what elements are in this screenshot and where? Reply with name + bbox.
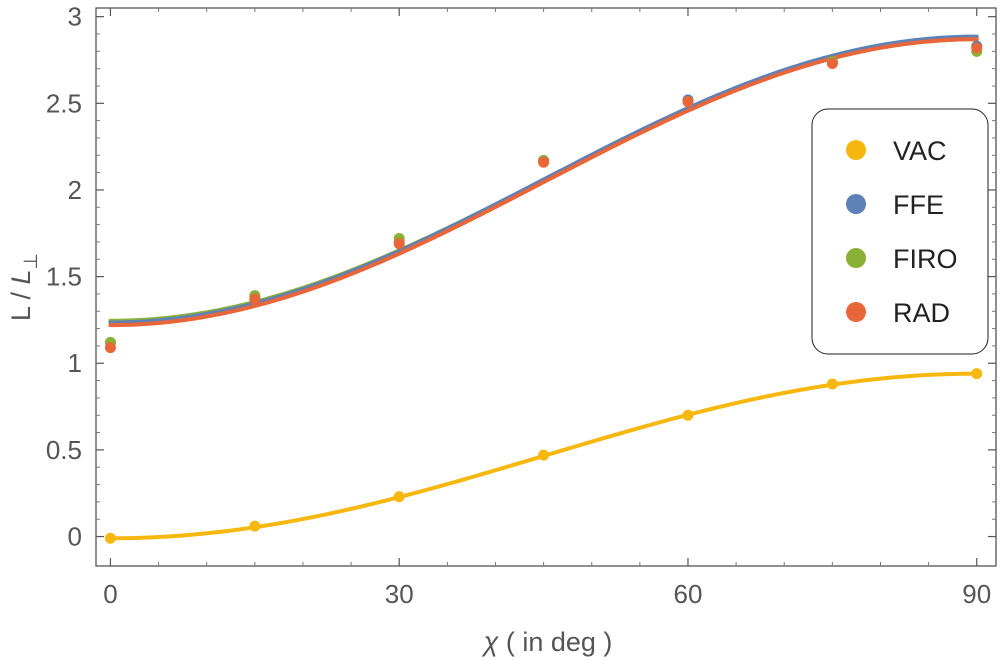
x-axis-symbol: χ	[482, 627, 500, 657]
point-rad	[826, 57, 838, 69]
legend-label-vac: VAC	[893, 136, 947, 166]
plot-frame	[95, 7, 997, 567]
data-points	[104, 40, 983, 544]
y-axis-title: L / L⊥	[6, 253, 42, 321]
x-tick-label: 60	[674, 579, 703, 609]
legend-marker-firo	[846, 248, 866, 268]
x-axis-title: χ ( in deg )	[482, 627, 613, 657]
legend-marker-vac	[846, 140, 866, 160]
legend: VAC FFE FIRO RAD	[811, 108, 989, 355]
legend-box	[811, 108, 989, 355]
x-tick-label: 30	[385, 579, 414, 609]
x-tick-label: 0	[103, 579, 117, 609]
point-rad	[249, 293, 261, 305]
point-rad	[971, 42, 983, 54]
y-axis-ticks: 0 0.5 1 1.5 2 2.5 3	[46, 2, 996, 552]
point-rad	[538, 156, 550, 168]
point-rad	[682, 96, 694, 108]
point-rad	[393, 238, 405, 250]
point-vac	[538, 449, 550, 461]
point-vac	[393, 491, 405, 503]
y-tick-label: 0	[68, 522, 82, 552]
y-axis-symbol: L	[6, 270, 36, 285]
y-tick-label: 2	[68, 175, 82, 205]
y-tick-label: 2.5	[46, 88, 82, 118]
point-rad	[104, 342, 116, 354]
legend-marker-ffe	[846, 194, 866, 214]
point-vac	[826, 378, 838, 390]
y-tick-label: 1.5	[46, 262, 82, 292]
y-tick-label: 1	[68, 348, 82, 378]
y-tick-label: 0.5	[46, 435, 82, 465]
legend-marker-rad	[846, 302, 866, 322]
point-vac	[249, 520, 261, 532]
x-axis-text: ( in deg )	[498, 627, 612, 657]
point-vac	[104, 532, 116, 544]
y-tick-label: 3	[68, 2, 82, 32]
x-axis-ticks: 0 30 60 90	[103, 8, 991, 609]
legend-label-ffe: FFE	[893, 190, 944, 220]
y-axis-text: L /	[6, 285, 36, 322]
legend-label-rad: RAD	[893, 298, 950, 328]
point-vac	[682, 409, 694, 421]
y-axis-subscript: ⊥	[21, 253, 42, 270]
point-vac	[971, 368, 983, 380]
x-tick-label: 90	[962, 579, 991, 609]
legend-label-firo: FIRO	[893, 244, 958, 274]
